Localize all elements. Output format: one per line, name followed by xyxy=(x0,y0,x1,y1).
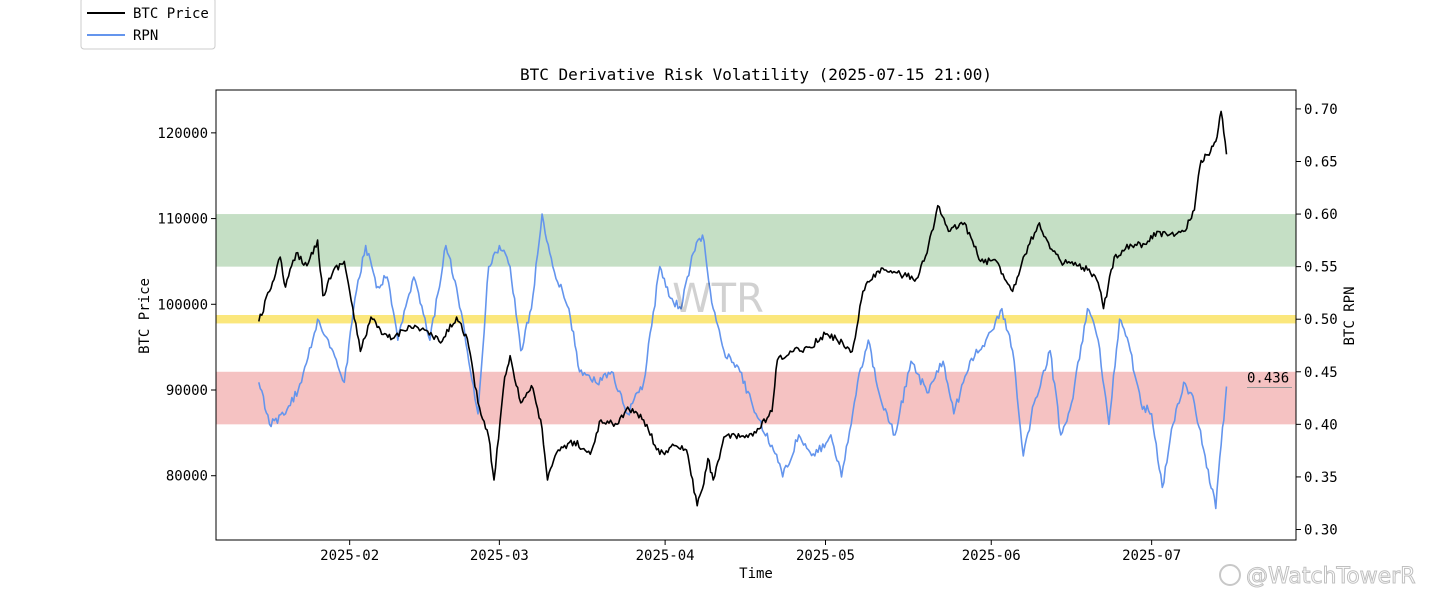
y-left-tick-label: 80000 xyxy=(166,469,208,485)
axes-layer: 80000 90000 100000 110000 120000 0.30 0.35 0.40… xyxy=(157,89,1338,564)
y-left-tick-label: 120000 xyxy=(157,126,208,142)
watermark-corner-text: @WatchTowerR xyxy=(1246,564,1416,589)
band-mid xyxy=(216,315,1296,324)
y-right-tick-label: 0.60 xyxy=(1304,207,1338,223)
series-line-btc-price xyxy=(258,110,1228,507)
legend: BTC Price RPN xyxy=(80,0,216,50)
y-left-tick-label: 90000 xyxy=(166,383,208,399)
y-right-tick-label: 0.65 xyxy=(1304,154,1338,170)
y-right-tick-label: 0.45 xyxy=(1304,365,1338,381)
x-tick-label: 2025-02 xyxy=(320,548,379,564)
plot-frame xyxy=(215,89,1297,541)
latest-rpn-label: 0.436 xyxy=(1247,371,1289,387)
y-right-tick-label: 0.55 xyxy=(1304,260,1338,276)
watermark-corner: @WatchTowerR xyxy=(1219,564,1416,590)
chart-title: BTC Derivative Risk Volatility (2025-07-… xyxy=(520,65,992,84)
y-right-tick-label: 0.30 xyxy=(1304,522,1338,538)
y-axis-left-label: BTC Price xyxy=(137,278,153,354)
y-left-tick-label: 100000 xyxy=(157,297,208,313)
x-axis-label: Time xyxy=(739,566,773,582)
x-tick-label: 2025-07 xyxy=(1122,548,1181,564)
y-right-tick-label: 0.70 xyxy=(1304,102,1338,118)
band-low xyxy=(216,371,1296,425)
x-tick-label: 2025-05 xyxy=(796,548,855,564)
series-line-rpn xyxy=(258,213,1228,510)
x-tick-label: 2025-04 xyxy=(636,548,695,564)
watermark-center: WTR xyxy=(672,276,764,322)
x-tick-label: 2025-03 xyxy=(470,548,529,564)
y-axis-right-label: BTC RPN xyxy=(1342,286,1358,345)
y-right-tick-label: 0.50 xyxy=(1304,312,1338,328)
y-left-tick-label: 110000 xyxy=(157,212,208,228)
series-layer xyxy=(258,110,1228,510)
legend-label-btc-price: BTC Price xyxy=(133,6,209,22)
watermark-logo-icon xyxy=(1219,564,1241,586)
y-right-tick-label: 0.35 xyxy=(1304,470,1338,486)
y-right-tick-label: 0.40 xyxy=(1304,417,1338,433)
x-tick-label: 2025-06 xyxy=(962,548,1021,564)
band-high xyxy=(216,214,1296,267)
legend-label-rpn: RPN xyxy=(133,28,158,44)
